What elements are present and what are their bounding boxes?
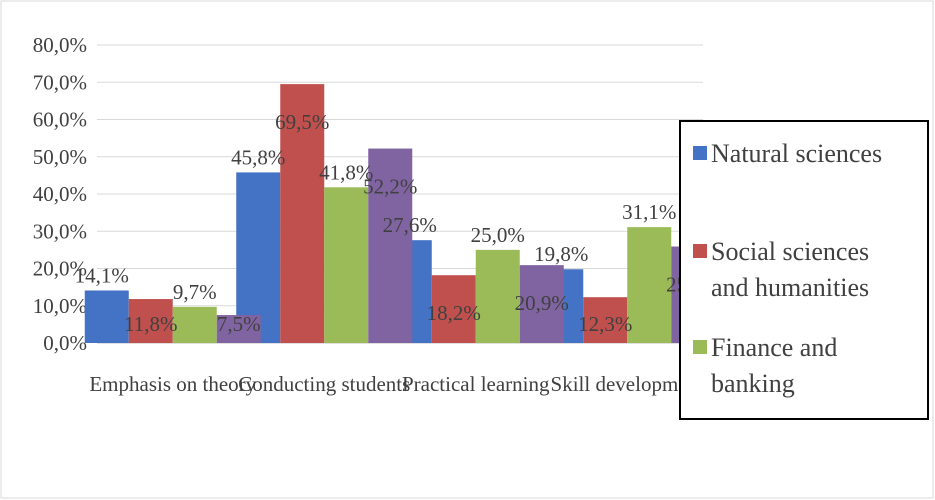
y-tick-label: 10,0%: [33, 294, 87, 318]
data-label: 45,8%: [231, 145, 285, 169]
legend: Natural sciences Social sciences and hum…: [679, 120, 929, 420]
y-tick-label: 70,0%: [33, 70, 87, 94]
bar: [627, 227, 672, 343]
bar: [84, 290, 129, 343]
legend-swatch-finance-banking: [693, 340, 707, 354]
bar: [172, 306, 217, 343]
bar: [216, 315, 261, 343]
data-label: 18,2%: [427, 301, 481, 325]
legend-item-natural-sciences: Natural sciences: [693, 136, 882, 172]
legend-item-social-sciences: Social sciences and humanities: [693, 234, 869, 306]
data-label: 14,1%: [75, 263, 129, 287]
data-label: 12,3%: [578, 312, 632, 336]
y-tick-label: 0,0%: [43, 331, 87, 355]
legend-swatch-natural-sciences: [693, 146, 707, 160]
bar: [236, 172, 281, 343]
legend-label-natural-sciences: Natural sciences: [711, 139, 883, 168]
bar: [431, 275, 476, 343]
data-label: 25,0%: [471, 223, 525, 247]
bar: [475, 249, 520, 343]
bar: [324, 187, 369, 343]
data-label: 20,9%: [515, 291, 569, 315]
data-label: 31,1%: [622, 200, 676, 224]
y-tick-label: 30,0%: [33, 219, 87, 243]
x-category-label: Practical learning: [402, 372, 550, 396]
legend-swatch-social-sciences: [693, 244, 707, 258]
bar: [583, 297, 628, 343]
data-label: 19,8%: [534, 242, 588, 266]
y-tick-label: 80,0%: [33, 33, 87, 57]
legend-item-finance-banking: Finance and banking: [693, 330, 837, 402]
data-label: 69,5%: [275, 110, 329, 134]
legend-label-social-sciences: Social sciences and humanities: [711, 237, 870, 302]
x-category-label: Emphasis on theory: [89, 372, 256, 396]
y-tick-label: 40,0%: [33, 182, 87, 206]
y-tick-label: 60,0%: [33, 108, 87, 132]
bar: [519, 265, 564, 343]
data-label: 7,5%: [217, 312, 261, 336]
bar: [280, 84, 325, 344]
x-category-label: Conducting students: [238, 372, 410, 396]
y-tick-label: 50,0%: [33, 145, 87, 169]
bar: [128, 299, 173, 343]
data-label: 11,8%: [124, 312, 177, 336]
data-label: 27,6%: [383, 213, 437, 237]
y-tick-label: 20,0%: [33, 257, 87, 281]
data-label: 9,7%: [173, 280, 217, 304]
legend-label-finance-banking: Finance and banking: [711, 333, 838, 398]
data-label: 52,2%: [363, 175, 417, 199]
bar: [368, 148, 413, 343]
x-category-label: Skill development: [551, 372, 705, 396]
data-label: 41,8%: [319, 160, 373, 184]
